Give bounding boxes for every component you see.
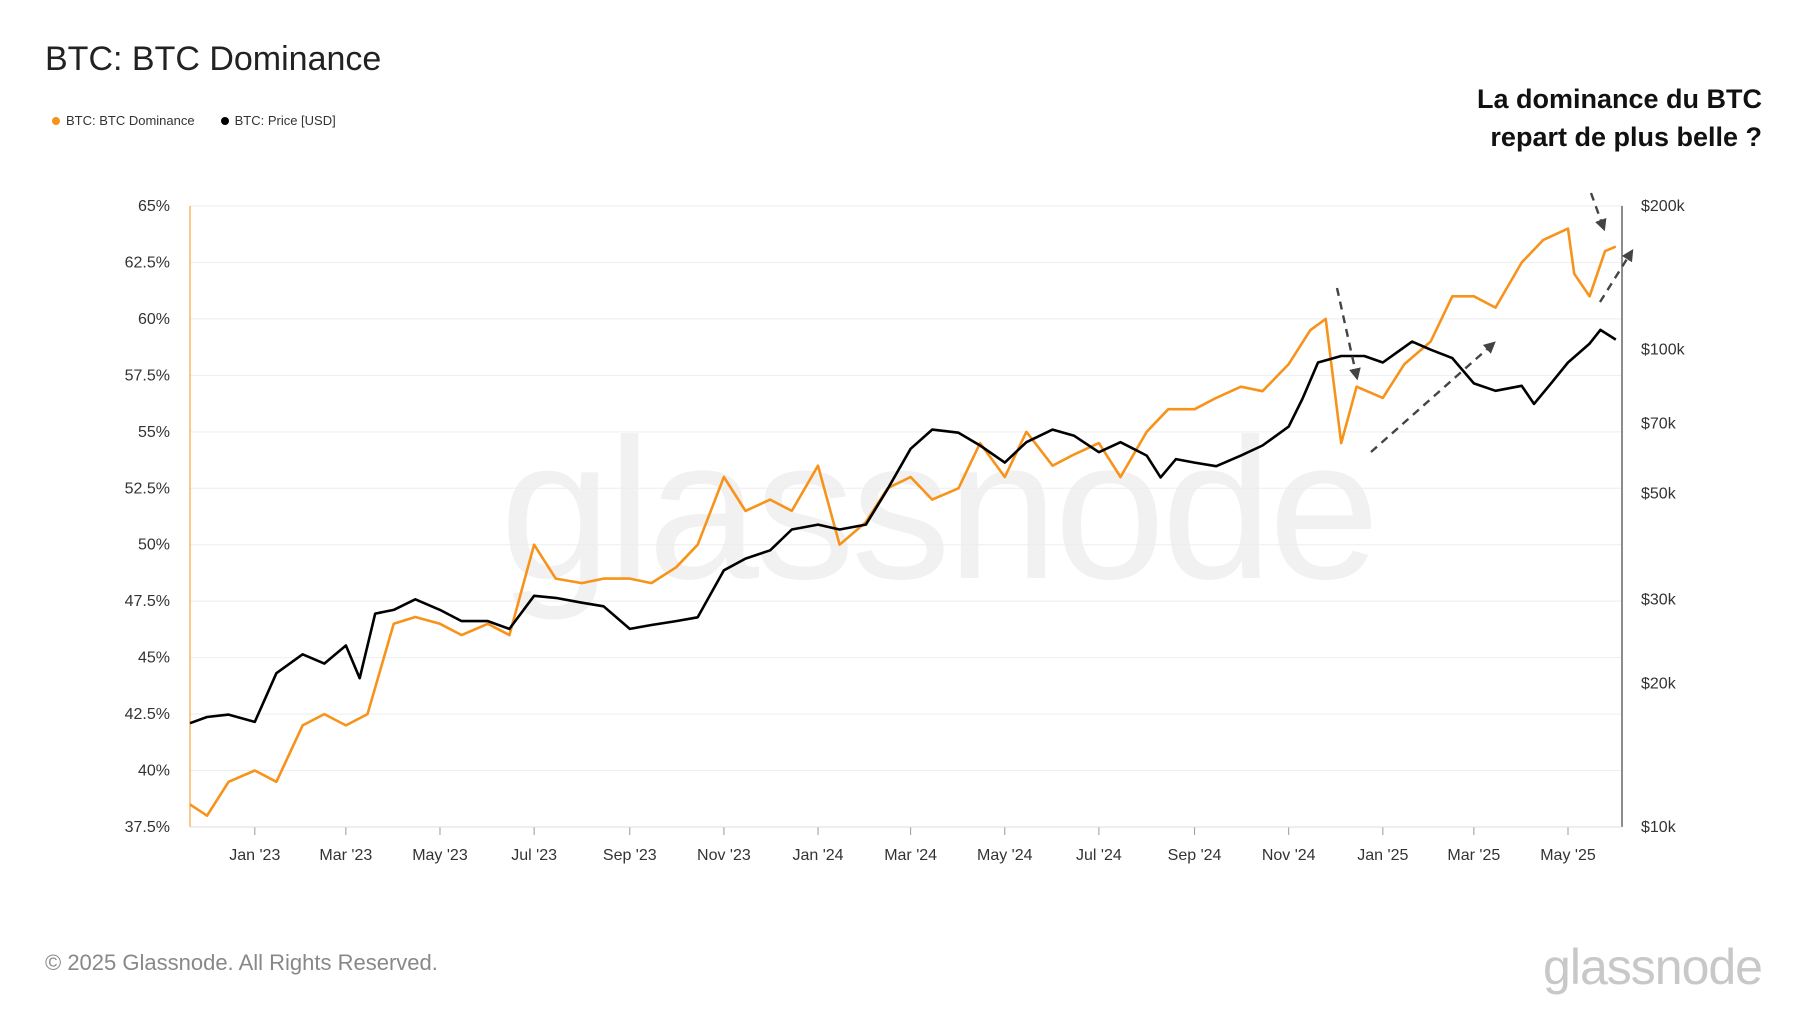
y-left-tick-label: 52.5% <box>125 480 170 497</box>
x-tick-label: Sep '24 <box>1168 847 1222 864</box>
annotation-line-1: La dominance du BTC <box>1476 84 1762 114</box>
x-tick-label: Jan '23 <box>229 847 280 864</box>
x-tick-label: Jul '23 <box>511 847 557 864</box>
annotation-line-2: repart de plus belle ? <box>1490 122 1762 152</box>
legend: BTC: BTC Dominance BTC: Price [USD] <box>52 113 336 128</box>
x-tick-label: Mar '24 <box>884 847 937 864</box>
y-left-tick-label: 57.5% <box>125 367 170 384</box>
x-tick-label: Mar '23 <box>319 847 372 864</box>
legend-label-price: BTC: Price [USD] <box>234 113 336 128</box>
y-left-tick-label: 37.5% <box>125 819 170 836</box>
x-tick-label: May '24 <box>977 847 1033 864</box>
chart-title: BTC: BTC Dominance <box>45 40 382 78</box>
legend-dot-dominance-icon <box>52 116 60 125</box>
x-tick-label: Mar '25 <box>1447 847 1500 864</box>
series-line-price <box>189 328 1617 725</box>
y-right-tick-label: $20k <box>1641 675 1677 692</box>
y-left-tick-label: 45% <box>138 650 170 667</box>
glassnode-logo: glassnode <box>1543 939 1763 995</box>
x-tick-label: Jan '24 <box>792 847 843 864</box>
copyright-footer: © 2025 Glassnode. All Rights Reserved. <box>45 950 438 975</box>
watermark: glassnode <box>500 398 1380 621</box>
legend-item-price[interactable]: BTC: Price [USD] <box>220 113 336 128</box>
x-tick-label: Nov '23 <box>697 847 751 864</box>
y-left-tick-label: 50% <box>138 537 170 554</box>
y-right-tick-label: $100k <box>1641 342 1686 359</box>
legend-dot-price-icon <box>220 116 229 125</box>
legend-item-dominance[interactable]: BTC: BTC Dominance <box>52 113 195 128</box>
x-tick-label: Sep '23 <box>603 847 657 864</box>
x-tick-label: Jan '25 <box>1357 847 1408 864</box>
y-right-tick-label: $200k <box>1641 198 1686 215</box>
x-tick-label: Jul '24 <box>1076 847 1122 864</box>
y-left-tick-label: 47.5% <box>125 593 170 610</box>
annotation-arrow <box>1589 192 1607 232</box>
series-line-dominance <box>189 227 1617 818</box>
y-right-tick-label: $70k <box>1641 416 1677 433</box>
x-tick-label: May '25 <box>1540 847 1596 864</box>
y-right-tick-label: $30k <box>1641 591 1677 608</box>
y-right-tick-label: $50k <box>1641 485 1677 502</box>
annotation-arrow <box>1335 287 1361 381</box>
annotation-text: La dominance du BTC repart de plus belle… <box>1422 80 1762 156</box>
legend-label-dominance: BTC: BTC Dominance <box>66 113 195 128</box>
y-left-tick-label: 55% <box>138 424 170 441</box>
y-left-tick-label: 42.5% <box>125 706 170 723</box>
y-left-tick-label: 65% <box>138 198 170 215</box>
x-tick-label: May '23 <box>412 847 468 864</box>
annotation-arrow <box>1598 248 1634 303</box>
x-tick-label: Nov '24 <box>1262 847 1316 864</box>
y-left-tick-label: 60% <box>138 311 170 328</box>
y-left-tick-label: 62.5% <box>125 254 170 271</box>
y-left-tick-label: 40% <box>138 763 170 780</box>
y-right-tick-label: $10k <box>1641 819 1677 836</box>
